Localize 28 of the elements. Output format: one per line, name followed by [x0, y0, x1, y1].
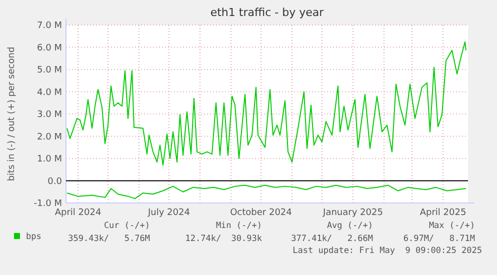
x-tick-label: April 2024 [54, 208, 102, 218]
text: 359.43k/ 5.76M [68, 234, 150, 244]
x-tick-label: April 2025 [420, 208, 466, 218]
x-tick-label: October 2024 [230, 208, 292, 218]
line-series [66, 41, 466, 166]
y-tick-label: 5.0 M [37, 66, 62, 76]
y-tick-label: 6.0 M [37, 43, 62, 54]
text: 377.41k/ 2.66M [291, 234, 373, 244]
y-axis-title: bits in (-) / out (+) per second [7, 46, 17, 182]
x-tick-label: July 2024 [147, 208, 190, 218]
text: Min (-/+) [216, 221, 262, 231]
legend-label: bps [26, 232, 42, 242]
y-tick-label: 2.0 M [37, 132, 62, 142]
x-tick-label: January 2025 [322, 208, 383, 218]
y-tick-label: 0.0 [48, 176, 62, 187]
y-tick-label: -1.0 M [34, 199, 62, 210]
chart-title: eth1 traffic - by year [210, 6, 324, 19]
text: Cur (-/+) [104, 221, 150, 231]
text: Last update: Fri May 9 09:00:25 2025 [292, 246, 482, 256]
y-tick-label: 7.0 M [37, 21, 62, 32]
y-tick-label: 3.0 M [37, 110, 62, 120]
text: 6.97M/ 8.71M [403, 234, 475, 244]
line-series [66, 184, 466, 200]
y-tick-label: 1.0 M [37, 154, 62, 165]
text: Avg (-/+) [326, 221, 373, 231]
text: 12.74k/ 30.93k [185, 234, 262, 244]
y-tick-label: 4.0 M [37, 88, 62, 98]
text: Max (-/+) [428, 221, 475, 231]
